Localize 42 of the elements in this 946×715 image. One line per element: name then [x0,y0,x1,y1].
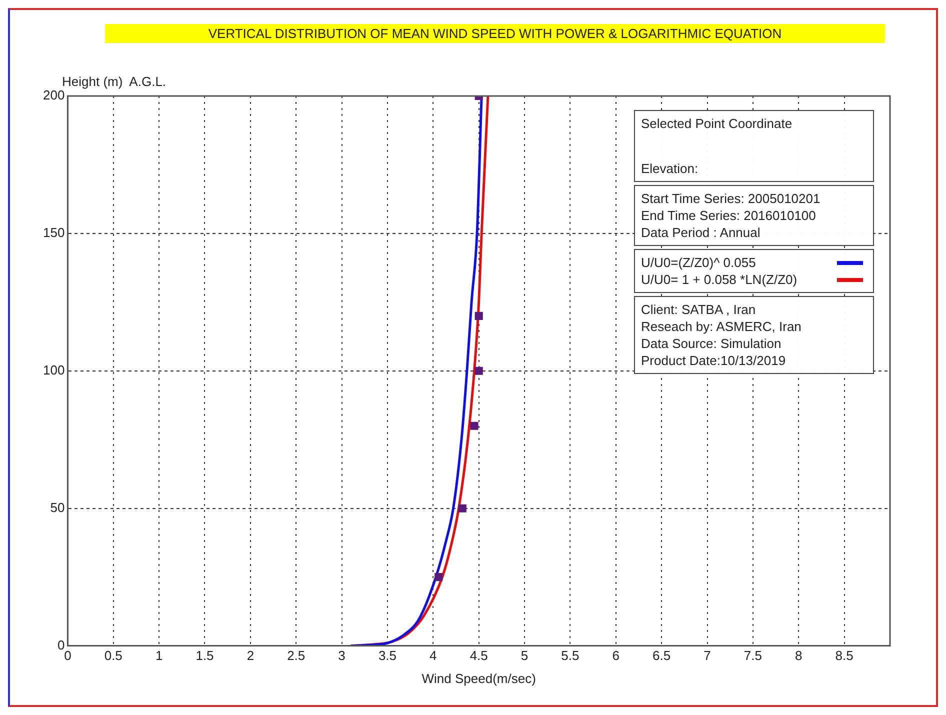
annotation: End Time Series: 2016010100 [641,207,817,224]
x-tick-label: 2 [246,648,254,664]
annotation: Data Period : Annual [641,224,762,241]
x-tick-label: 1 [155,648,163,664]
point [434,573,443,582]
y-tick-label: 100 [42,362,65,378]
annotation: Reseach by: ASMERC, Iran [641,318,802,335]
annotation: Data Source: Simulation [641,335,782,352]
y-tick-label: 150 [42,225,65,240]
x-tick-label: 4.5 [470,648,488,664]
x-tick-label: 5.5 [561,648,580,664]
annotation: Start Time Series: 2005010201 [641,190,822,207]
x-tick-label: 8 [795,648,802,664]
point [474,312,483,320]
point [470,422,478,430]
x-tick-label: 1.5 [196,648,214,664]
annotation: Client: SATBA , Iran [641,301,757,318]
x-tick-label: 7 [704,648,711,664]
annotation: Selected Point Coordinate [641,115,794,132]
x-tick-label: 3 [338,648,346,664]
legend-box: U/U0=(Z/Z0)^ 0.055 U/U0= 1 + 0.058 *LN(Z/Z0) [634,249,874,293]
y-axis-title: Height (m) A.G.L. [62,74,166,89]
x-tick-label: 4 [430,648,437,664]
y-tick-label: 0 [57,637,65,652]
info-box: Start Time Series: 2005010201 End Time Series: 2016010100 Data Period : Annual [634,185,874,246]
y-tick-label: 50 [50,500,65,515]
x-tick-label: 6.5 [652,648,671,664]
chart-title: VERTICAL DISTRIBUTION OF MEAN WIND SPEED WITH POWER & LOGARITHMIC EQUATION [105,24,885,43]
x-tick-label: 7.5 [744,648,762,664]
y-tick-label: 200 [42,88,65,103]
point [474,366,483,375]
x-tick-label: 0.5 [104,648,122,664]
point [458,504,466,512]
x-axis-title: Wind Speed(m/sec) [422,670,536,686]
annotation: Elevation: [641,160,700,177]
x-tick-label: 6 [612,648,620,664]
annotation: Product Date:10/13/2019 [641,352,787,369]
x-tick-label: 3.5 [378,648,397,664]
x-tick-label: 8.5 [835,648,854,664]
x-tick-label: 2.5 [287,648,306,664]
x-tick-label: 5 [520,648,528,664]
info-box: Selected Point Coordinate Elevation: [634,110,874,182]
